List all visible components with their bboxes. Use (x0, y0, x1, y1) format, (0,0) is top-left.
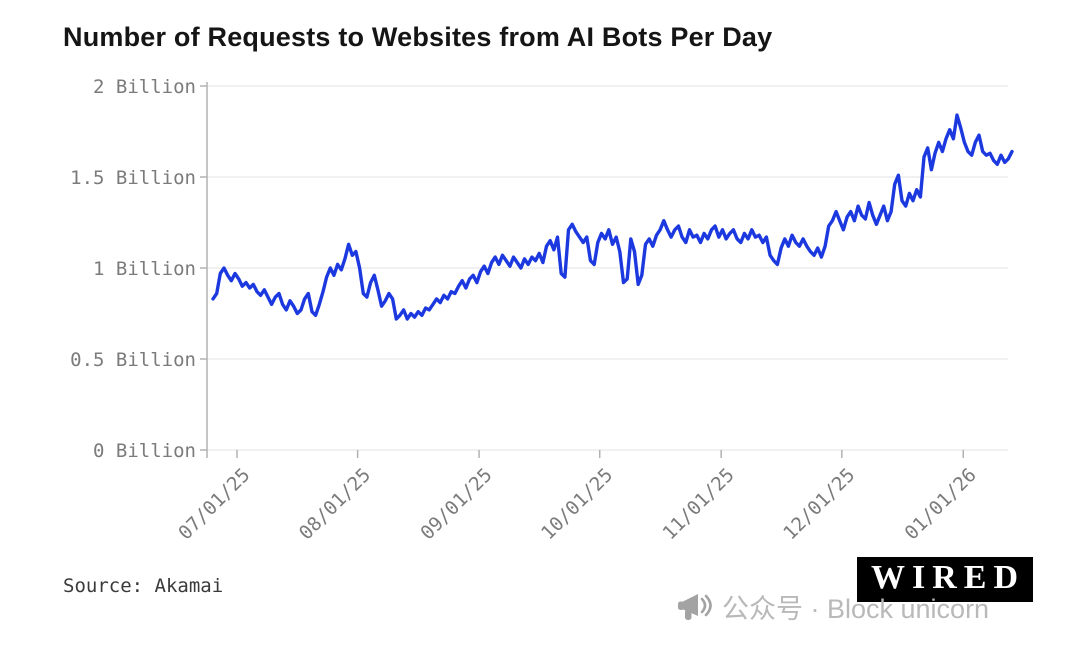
svg-text:11/01/25: 11/01/25 (658, 464, 738, 544)
x-axis-labels: 07/01/25 08/01/25 09/01/25 10/01/25 11/01/25… (174, 450, 981, 544)
svg-text:0 Billion: 0 Billion (93, 440, 196, 462)
watermark-text: 公众号 · Block unicorn (722, 594, 990, 624)
watermark: 公众号 · Block unicorn (676, 587, 989, 626)
line-chart: 0 Billion 0.5 Billion 1 Billion 1.5 Billion… (70, 76, 1014, 544)
svg-text:10/01/25: 10/01/25 (537, 464, 617, 544)
data-line-series (211, 113, 1014, 321)
wired-logo: WIRED (857, 557, 1034, 603)
source-label: Source: Akamai (63, 575, 224, 597)
chart-title: Number of Requests to Websites from AI B… (63, 22, 773, 52)
svg-text:07/01/25: 07/01/25 (174, 464, 254, 544)
svg-text:08/01/25: 08/01/25 (295, 464, 375, 544)
svg-text:12/01/25: 12/01/25 (779, 464, 859, 544)
svg-text:1.5 Billion: 1.5 Billion (70, 167, 196, 189)
y-axis-labels: 0 Billion 0.5 Billion 1 Billion 1.5 Billion… (70, 76, 196, 462)
svg-text:1 Billion: 1 Billion (93, 258, 196, 280)
svg-text:09/01/25: 09/01/25 (416, 464, 496, 544)
svg-text:01/01/26: 01/01/26 (901, 464, 981, 544)
svg-text:0.5 Billion: 0.5 Billion (70, 349, 196, 371)
svg-text:2 Billion: 2 Billion (93, 76, 196, 98)
gridlines (200, 85, 1008, 451)
megaphone-icon (676, 590, 712, 624)
